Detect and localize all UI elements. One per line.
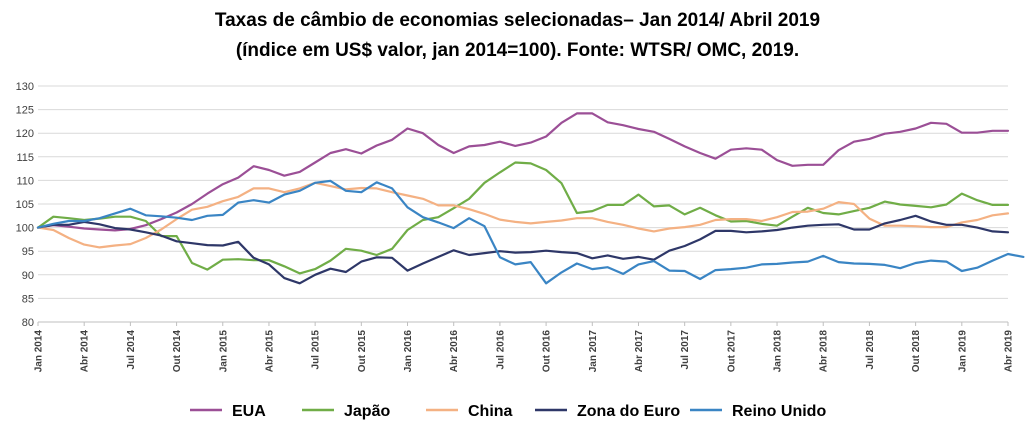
legend-label: Zona do Euro <box>577 403 680 420</box>
x-tick-label: Jan 2019 <box>957 330 968 373</box>
x-tick-label: Jan 2018 <box>773 330 784 373</box>
y-tick-label: 130 <box>16 81 34 93</box>
legend-label: China <box>468 403 513 420</box>
y-axis: 80 85 90 95 100 105 110 115 120 125 130 <box>16 81 34 329</box>
x-tick-label: Abr 2015 <box>264 330 275 373</box>
series-lines <box>36 112 1025 285</box>
x-tick-label: Jul 2015 <box>311 330 322 370</box>
y-tick-label: 80 <box>22 317 34 329</box>
series-line-2 <box>36 181 1010 249</box>
grid <box>38 85 1008 323</box>
legend-label: EUA <box>232 403 266 420</box>
x-tick-label: Jul 2017 <box>680 330 691 370</box>
chart-subtitle: (índice em US$ valor, jan 2014=100). Fon… <box>235 40 800 61</box>
x-tick-label: Out 2015 <box>357 330 368 373</box>
y-tick-label: 125 <box>16 105 34 117</box>
y-tick-label: 120 <box>16 128 34 140</box>
x-tick-label: Abr 2016 <box>449 330 460 373</box>
y-tick-label: 90 <box>22 270 34 282</box>
legend-label: Japão <box>344 403 390 420</box>
y-tick-label: 95 <box>22 246 34 258</box>
x-tick-label: Abr 2017 <box>634 330 645 373</box>
x-tick-label: Jan 2015 <box>218 330 229 373</box>
x-tick-label: Jan 2014 <box>34 330 45 373</box>
legend-label: Reino Unido <box>732 403 826 420</box>
x-tick-label: Jul 2016 <box>495 330 506 370</box>
series-line-3 <box>36 214 1010 285</box>
chart-title: Taxas de câmbio de economias selecionada… <box>214 10 821 31</box>
legend: EUA Japão China Zona do Euro Reino Unido <box>190 403 826 420</box>
x-tick-label: Abr 2019 <box>1004 330 1015 373</box>
x-tick-label: Out 2017 <box>726 330 737 373</box>
x-tick-label: Out 2018 <box>911 330 922 373</box>
x-tick-label: Jan 2016 <box>403 330 414 373</box>
x-axis: Jan 2014 Abr 2014 Jul 2014 Out 2014 Jan 2015… <box>34 321 1015 373</box>
y-tick-label: 100 <box>16 223 34 235</box>
x-tick-label: Jan 2017 <box>588 330 599 373</box>
y-tick-label: 115 <box>16 152 34 164</box>
series-line-0 <box>36 112 1010 232</box>
y-tick-label: 85 <box>22 293 34 305</box>
x-tick-label: Abr 2018 <box>819 330 830 373</box>
x-tick-label: Jul 2014 <box>126 330 137 370</box>
x-tick-label: Jul 2018 <box>865 330 876 370</box>
y-tick-label: 110 <box>16 175 34 187</box>
x-tick-label: Out 2016 <box>542 330 553 373</box>
x-tick-label: Out 2014 <box>172 330 183 373</box>
series-line-4 <box>36 179 1025 285</box>
y-tick-label: 105 <box>16 199 34 211</box>
x-tick-label: Abr 2014 <box>80 330 91 373</box>
series-line-1 <box>36 161 1010 275</box>
